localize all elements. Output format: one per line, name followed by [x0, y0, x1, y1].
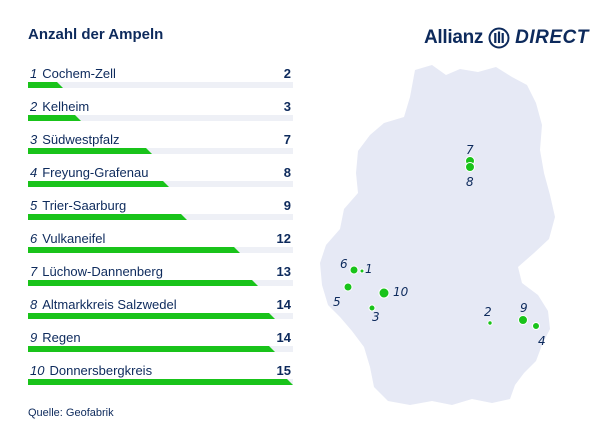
row-rank: 1 [30, 66, 38, 81]
map-label-8: 8 [466, 175, 474, 189]
row-name: Cochem-Zell [42, 66, 116, 81]
source-note: Quelle: Geofabrik [28, 407, 114, 419]
ranking-row: 4 Freyung-Grafenau 8 [28, 159, 293, 189]
row-rank: 10 [30, 363, 45, 378]
row-value: 8 [283, 165, 291, 180]
row-name: Freyung-Grafenau [42, 165, 149, 180]
bar [28, 82, 63, 88]
map-point-4[interactable] [532, 322, 540, 330]
germany-map: 7 8 6 1 5 10 3 2 9 4 [320, 65, 555, 405]
ranking-row: 1 Cochem-Zell 2 [28, 60, 293, 90]
row-label: 4 Freyung-Grafenau [30, 165, 148, 180]
map-points [343, 156, 540, 330]
ranking-row: 10 Donnersbergkreis 15 [28, 357, 293, 387]
row-label: 5 Trier-Saarburg [30, 198, 126, 213]
bar [28, 115, 81, 121]
map-label-1: 1 [365, 262, 373, 276]
row-name: Altmarkkreis Salzwedel [42, 297, 177, 312]
row-name: Lüchow-Dannenberg [42, 264, 163, 279]
map-point-9[interactable] [518, 315, 528, 325]
ranking-row: 5 Trier-Saarburg 9 [28, 192, 293, 222]
row-label: 7 Lüchow-Dannenberg [30, 264, 163, 279]
map-point-3[interactable] [368, 304, 376, 312]
bar [28, 148, 152, 154]
bar-track [28, 214, 293, 220]
row-label: 10 Donnersbergkreis [30, 363, 152, 378]
ranking-row: 9 Regen 14 [28, 324, 293, 354]
bar-track [28, 280, 293, 286]
logo-brand: Allianz [424, 27, 484, 48]
row-value: 12 [276, 231, 291, 246]
map-point-10[interactable] [378, 287, 390, 299]
row-rank: 2 [30, 99, 38, 114]
row-rank: 6 [30, 231, 38, 246]
row-name: Donnersbergkreis [49, 363, 153, 378]
bar-track [28, 313, 293, 319]
bar-track [28, 115, 293, 121]
ranking-row: 8 Altmarkkreis Salzwedel 14 [28, 291, 293, 321]
bar-track [28, 148, 293, 154]
row-value: 13 [276, 264, 291, 279]
row-rank: 5 [30, 198, 38, 213]
row-value: 7 [283, 132, 291, 147]
row-value: 3 [283, 99, 291, 114]
bar-track [28, 181, 293, 187]
bar-track [28, 346, 293, 352]
row-value: 2 [283, 66, 291, 81]
row-value: 9 [283, 198, 291, 213]
ranking-row: 2 Kelheim 3 [28, 93, 293, 123]
map-label-9: 9 [520, 301, 528, 315]
bar [28, 214, 187, 220]
row-rank: 8 [30, 297, 38, 312]
row-label: 1 Cochem-Zell [30, 66, 116, 81]
row-name: Trier-Saarburg [42, 198, 127, 213]
map-label-3: 3 [372, 310, 380, 324]
row-label: 8 Altmarkkreis Salzwedel [30, 297, 177, 312]
map-label-4: 4 [538, 334, 546, 348]
row-label: 3 Südwestpfalz [30, 132, 120, 147]
row-label: 2 Kelheim [30, 99, 89, 114]
map-point-6[interactable] [349, 265, 359, 275]
map-label-6: 6 [340, 257, 348, 271]
map-label-7: 7 [466, 143, 474, 157]
ranking-row: 6 Vulkaneifel 12 [28, 225, 293, 255]
map-label-5: 5 [333, 295, 341, 309]
bar [28, 346, 275, 352]
bar [28, 313, 275, 319]
row-rank: 3 [30, 132, 38, 147]
map-labels: 7 8 6 1 5 10 3 2 9 4 [333, 143, 546, 348]
row-name: Kelheim [42, 99, 90, 114]
row-name: Südwestpfalz [42, 132, 120, 147]
row-name: Regen [42, 330, 81, 345]
map-label-2: 2 [484, 305, 492, 319]
bar-track [28, 247, 293, 253]
bar [28, 247, 240, 253]
row-rank: 4 [30, 165, 38, 180]
ranking-row: 7 Lüchow-Dannenberg 13 [28, 258, 293, 288]
bar-track [28, 82, 293, 88]
row-value: 14 [276, 297, 291, 312]
row-value: 15 [276, 363, 291, 378]
map-label-10: 10 [393, 285, 409, 299]
chart-title: Anzahl der Ampeln [28, 26, 164, 43]
map-point-2[interactable] [487, 320, 493, 326]
germany-shape [320, 65, 555, 405]
map-point-5[interactable] [343, 282, 353, 292]
map-point-1[interactable] [359, 268, 365, 274]
row-label: 9 Regen [30, 330, 81, 345]
row-rank: 9 [30, 330, 38, 345]
row-name: Vulkaneifel [42, 231, 106, 246]
bar-track [28, 379, 293, 385]
ranking-row: 3 Südwestpfalz 7 [28, 126, 293, 156]
logo-sub: DIRECT [515, 27, 589, 48]
row-value: 14 [276, 330, 291, 345]
bar [28, 181, 169, 187]
allianz-direct-logo: Allianz DIRECT [424, 25, 589, 51]
allianz-eagle-icon [488, 27, 510, 49]
bar [28, 379, 293, 385]
row-label: 6 Vulkaneifel [30, 231, 105, 246]
row-rank: 7 [30, 264, 38, 279]
map-point-8[interactable] [465, 162, 475, 172]
bar [28, 280, 258, 286]
